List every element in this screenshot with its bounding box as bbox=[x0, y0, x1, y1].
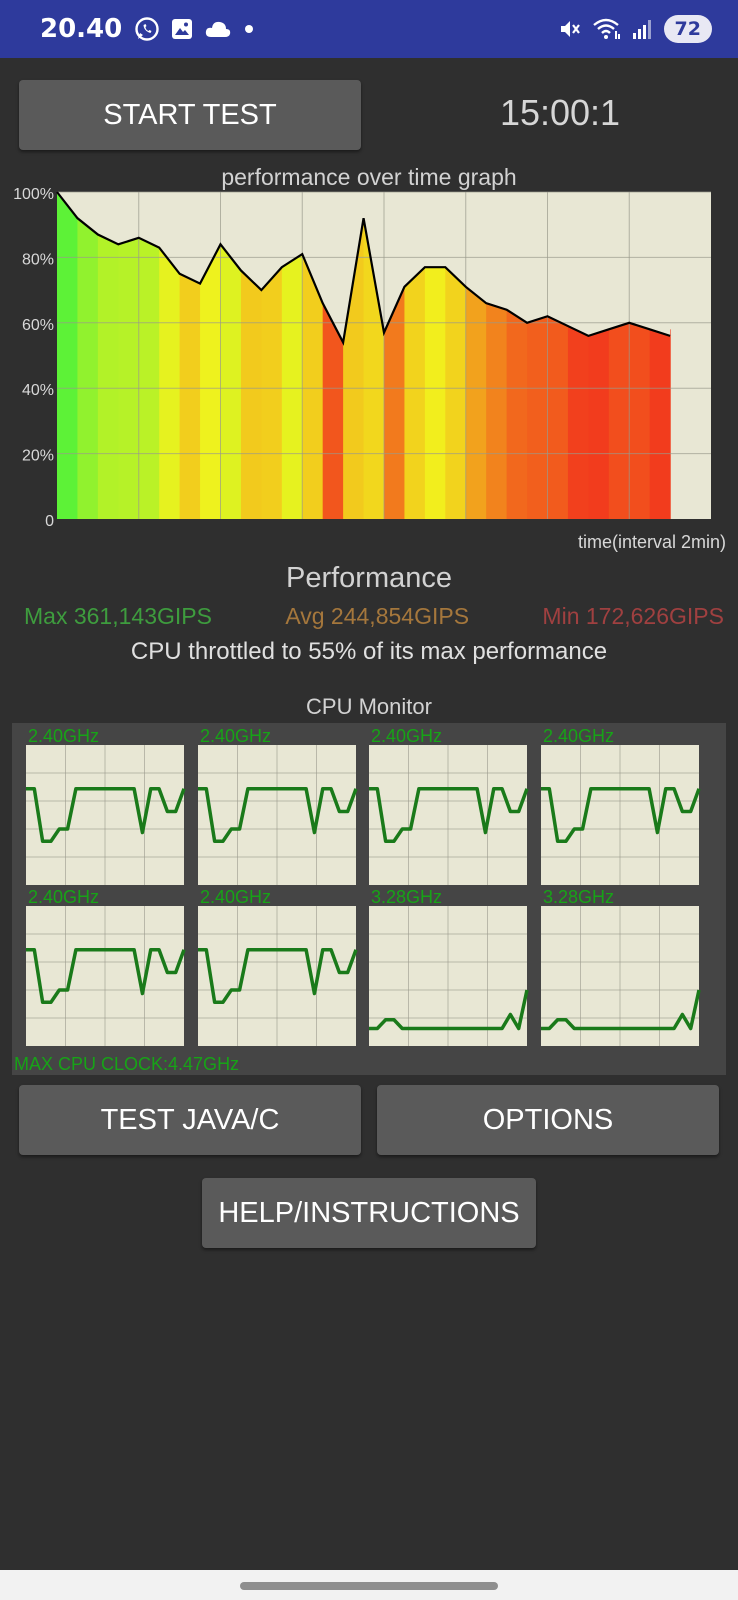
area-segment bbox=[506, 309, 528, 519]
wifi-icon bbox=[592, 18, 620, 39]
system-icons: 72 bbox=[558, 15, 712, 43]
mute-icon bbox=[560, 21, 580, 37]
cpu-monitor-panel: 2.40GHz 2.40GHz 2.40GHz 2.40GHz 2.40GHz 2.40G… bbox=[12, 723, 726, 1075]
cpu-frequency-line bbox=[541, 787, 701, 843]
cpu-core-graph: 2.40GHz bbox=[198, 887, 358, 1046]
y-tick-label: 80% bbox=[22, 251, 54, 268]
area-segment bbox=[240, 270, 262, 519]
area-segment bbox=[77, 218, 99, 519]
cpu-frequency-line bbox=[198, 787, 358, 843]
area-segment bbox=[649, 329, 671, 519]
y-tick-label: 0 bbox=[45, 513, 54, 530]
area-mask bbox=[57, 192, 671, 343]
cpu-core-graph: 2.40GHz bbox=[369, 726, 529, 885]
area-segment bbox=[608, 322, 630, 519]
area-segment bbox=[200, 244, 222, 519]
area-segment bbox=[302, 254, 324, 519]
y-tick-label: 60% bbox=[22, 317, 54, 334]
area-segment bbox=[281, 254, 303, 519]
cpu-monitor-title: CPU Monitor bbox=[306, 694, 432, 719]
home-handle[interactable] bbox=[240, 1582, 498, 1590]
cpu-core-graph: 2.40GHz bbox=[26, 887, 186, 1046]
avg-stat: Avg 244,854GIPS bbox=[285, 603, 470, 629]
notification-icons bbox=[134, 16, 256, 42]
cpu-core-graph: 3.28GHz bbox=[541, 887, 701, 1046]
area-segment bbox=[486, 303, 508, 519]
area-segment bbox=[547, 316, 569, 519]
cpu-frequency-line bbox=[26, 948, 186, 1004]
performance-stats: Max 361,143GIPS Avg 244,854GIPS Min 172,… bbox=[0, 603, 738, 630]
test-java-c-button[interactable]: TEST JAVA/C bbox=[19, 1085, 361, 1155]
cpu-core-graph: 2.40GHz bbox=[541, 726, 701, 885]
cpu-monitor-graphs: 2.40GHz 2.40GHz 2.40GHz 2.40GHz 2.40GHz 2.40G… bbox=[26, 726, 701, 1046]
help-instructions-button[interactable]: HELP/INSTRUCTIONS bbox=[202, 1178, 536, 1248]
cpu-core-graph: 2.40GHz bbox=[26, 726, 186, 885]
max-cpu-clock: MAX CPU CLOCK:4.47GHz bbox=[14, 1054, 240, 1074]
cpu-core-graph: 2.40GHz bbox=[198, 726, 358, 885]
whatsapp-icon bbox=[135, 17, 159, 41]
y-tick-label: 100% bbox=[13, 186, 54, 203]
performance-title: Performance bbox=[285, 562, 452, 594]
area-segment bbox=[138, 237, 160, 519]
area-segment bbox=[322, 303, 344, 519]
area-segment bbox=[57, 192, 79, 519]
area-segment bbox=[424, 267, 446, 519]
area-segment bbox=[465, 286, 487, 519]
navigation-bar bbox=[0, 1570, 738, 1600]
cpu-frequency-label: 2.40GHz bbox=[371, 726, 442, 746]
area-segment bbox=[567, 326, 589, 519]
cpu-frequency-label: 2.40GHz bbox=[200, 726, 271, 746]
area-segment bbox=[384, 286, 406, 519]
x-axis-label: time(interval 2min) bbox=[577, 532, 726, 552]
status-bar: 20.40 bbox=[0, 0, 738, 58]
gallery-icon bbox=[172, 19, 193, 39]
dot-icon bbox=[245, 25, 254, 33]
area-segment bbox=[179, 273, 201, 519]
cpu-frequency-label: 2.40GHz bbox=[543, 726, 614, 746]
performance-line bbox=[56, 191, 671, 346]
cpu-frequency-label: 2.40GHz bbox=[200, 887, 271, 907]
cpu-frequency-line bbox=[541, 989, 701, 1031]
signal-icon bbox=[632, 20, 651, 39]
area-segment bbox=[445, 267, 467, 519]
battery-indicator: 72 bbox=[663, 15, 712, 43]
area-segment bbox=[404, 267, 426, 519]
area-segment bbox=[261, 267, 283, 519]
start-test-button[interactable]: START TEST bbox=[19, 80, 361, 150]
cpu-frequency-label: 2.40GHz bbox=[28, 887, 99, 907]
area-segment bbox=[220, 244, 242, 519]
cpu-core-graph: 3.28GHz bbox=[369, 887, 529, 1046]
cpu-frequency-line bbox=[369, 989, 529, 1031]
area-segment bbox=[527, 316, 549, 519]
area-segment bbox=[629, 322, 651, 519]
performance-graph: 0 20% 40% 60% 80% 100% bbox=[13, 186, 711, 530]
throttle-text: CPU throttled to 55% of its max performa… bbox=[130, 638, 608, 665]
cpu-frequency-label: 3.28GHz bbox=[371, 887, 442, 907]
y-tick-label: 20% bbox=[22, 448, 54, 465]
cpu-frequency-label: 2.40GHz bbox=[28, 726, 99, 746]
max-stat: Max 361,143GIPS bbox=[24, 603, 212, 629]
cpu-frequency-line bbox=[198, 948, 358, 1004]
graph-title: performance over time graph bbox=[221, 164, 517, 190]
min-stat: Min 172,626GIPS bbox=[542, 603, 724, 629]
cloud-icon bbox=[206, 21, 231, 37]
status-time: 20.40 bbox=[40, 14, 123, 44]
y-tick-label: 40% bbox=[22, 382, 54, 399]
area-segment bbox=[118, 237, 140, 519]
cpu-frequency-label: 3.28GHz bbox=[543, 887, 614, 907]
test-timer: 15:00:1 bbox=[499, 92, 621, 133]
options-button[interactable]: OPTIONS bbox=[377, 1085, 719, 1155]
cpu-frequency-line bbox=[26, 787, 186, 843]
area-segment bbox=[159, 247, 181, 519]
area-segment bbox=[588, 329, 610, 519]
area-segment bbox=[97, 234, 119, 519]
cpu-frequency-line bbox=[369, 787, 529, 843]
